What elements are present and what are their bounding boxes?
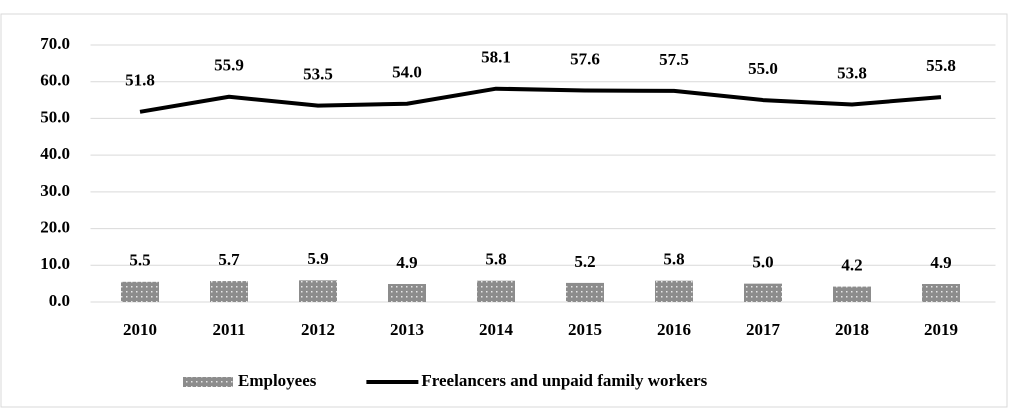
bar bbox=[299, 280, 337, 302]
data-label: 5.7 bbox=[218, 250, 240, 269]
data-label: 5.0 bbox=[752, 253, 773, 272]
line bbox=[139, 86, 942, 114]
y-tick-label: 40.0 bbox=[40, 144, 70, 163]
x-tick-label: 2016 bbox=[657, 320, 691, 339]
x-tick-label: 2019 bbox=[924, 320, 958, 339]
bar bbox=[477, 280, 515, 302]
y-tick-label: 60.0 bbox=[40, 71, 70, 90]
x-tick-label: 2015 bbox=[568, 320, 602, 339]
data-label: 5.2 bbox=[574, 252, 595, 271]
bar bbox=[121, 281, 159, 302]
y-tick-label: 70.0 bbox=[40, 34, 70, 53]
x-tick-label: 2018 bbox=[835, 320, 869, 339]
x-tick-label: 2013 bbox=[390, 320, 424, 339]
y-tick-label: 10.0 bbox=[40, 254, 70, 273]
legend-label: Freelancers and unpaid family workers bbox=[421, 371, 707, 390]
data-label: 53.5 bbox=[303, 64, 333, 83]
y-tick-label: 20.0 bbox=[40, 217, 70, 236]
legend-label: Employees bbox=[238, 371, 317, 390]
data-label: 57.5 bbox=[659, 50, 689, 69]
x-tick-label: 2011 bbox=[212, 320, 245, 339]
data-label: 55.8 bbox=[926, 56, 956, 75]
data-label: 51.8 bbox=[125, 71, 155, 90]
data-label: 54.0 bbox=[392, 63, 422, 82]
data-label: 4.9 bbox=[930, 253, 951, 272]
bar bbox=[210, 281, 248, 302]
data-label: 5.8 bbox=[485, 250, 506, 269]
data-label: 4.9 bbox=[396, 253, 417, 272]
bar bbox=[388, 284, 426, 302]
data-label: 58.1 bbox=[481, 48, 511, 67]
data-label: 55.9 bbox=[214, 56, 244, 75]
bar bbox=[833, 286, 871, 302]
data-label: 5.9 bbox=[307, 249, 328, 268]
data-label: 53.8 bbox=[837, 63, 867, 82]
chart-frame bbox=[0, 13, 1008, 408]
x-tick-label: 2014 bbox=[479, 320, 514, 339]
bar bbox=[566, 282, 604, 302]
y-tick-label: 50.0 bbox=[40, 107, 70, 126]
data-label: 57.6 bbox=[570, 49, 600, 68]
bar bbox=[744, 283, 782, 302]
x-tick-label: 2012 bbox=[301, 320, 335, 339]
y-tick-label: 30.0 bbox=[40, 181, 70, 200]
data-label: 4.2 bbox=[841, 255, 862, 274]
data-label: 5.5 bbox=[129, 251, 150, 270]
bar bbox=[655, 280, 693, 302]
x-tick-label: 2017 bbox=[746, 320, 781, 339]
legend-swatch bbox=[183, 377, 233, 387]
data-label: 5.8 bbox=[663, 250, 684, 269]
x-tick-label: 2010 bbox=[123, 320, 157, 339]
data-label: 55.0 bbox=[748, 59, 778, 78]
bar bbox=[922, 284, 960, 302]
y-tick-label: 0.0 bbox=[49, 291, 70, 310]
